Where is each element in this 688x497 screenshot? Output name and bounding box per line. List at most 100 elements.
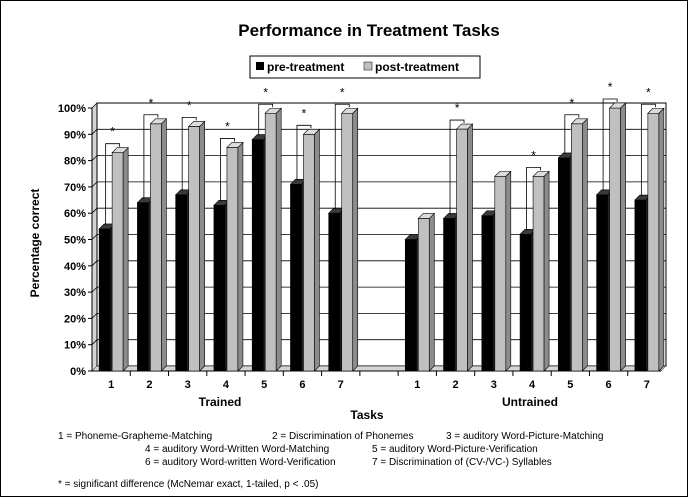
gridline-diagonal (91, 339, 98, 345)
y-tick-label: 10% (64, 340, 86, 352)
bar-post-top (187, 121, 206, 127)
bar-post (264, 112, 277, 372)
gridline-diagonal (91, 234, 98, 240)
bar-post-side (352, 107, 359, 372)
significance-star: * (225, 119, 230, 133)
bar-pre (634, 199, 647, 372)
bar-post (188, 126, 200, 372)
significance-star: * (149, 96, 154, 110)
y-tick-label: 0% (70, 366, 86, 378)
x-tick-label: 5 (567, 379, 573, 391)
bar-post (647, 112, 660, 372)
gridline-diagonal (91, 286, 98, 293)
bar-post (417, 218, 430, 372)
bar-post-top (226, 142, 244, 148)
bar-post-side (275, 107, 282, 372)
x-tick-label: 7 (644, 379, 650, 391)
bar-post-top (302, 129, 321, 135)
bar-post-side (122, 146, 129, 372)
bar-pre (481, 215, 494, 372)
bar-post-top (608, 102, 627, 109)
gridline-diagonal (91, 181, 98, 188)
bar-post (456, 128, 468, 372)
bar-post-side (199, 120, 205, 372)
bar-post (150, 123, 162, 372)
bar-post-top (111, 147, 129, 154)
legend-swatch-pre (256, 62, 264, 70)
significance-bracket (181, 117, 197, 191)
significance-star: * (646, 85, 651, 99)
x-tick-label: 7 (338, 379, 344, 391)
bar-pre (98, 228, 111, 372)
bar-pre (290, 183, 302, 372)
bar-pre (443, 218, 455, 372)
gridline-diagonal (91, 313, 98, 319)
significance-bracket (449, 119, 465, 215)
x-tick-label: 1 (108, 379, 114, 391)
y-tick-label: 60% (64, 208, 86, 220)
footnote: * = significant difference (McNemar exac… (58, 479, 319, 490)
x-tick-label: 3 (185, 379, 191, 391)
chart-title: Performance in Treatment Tasks (238, 21, 499, 40)
bar-pre (213, 205, 226, 372)
significance-bracket (602, 98, 618, 191)
bar-post-top (341, 107, 359, 114)
bar-post (609, 107, 621, 372)
x-tick-label: 3 (491, 379, 497, 391)
y-tick-label: 70% (64, 182, 86, 194)
task-key-6: 6 = auditory Word-written Word-Verificat… (145, 457, 336, 468)
bar-post (571, 123, 583, 372)
significance-star: * (569, 96, 574, 110)
y-tick-label: 80% (64, 156, 86, 168)
significance-star: * (110, 125, 115, 139)
significance-star: * (187, 98, 192, 112)
significance-star: * (608, 80, 613, 94)
y-tick-label: 20% (64, 313, 86, 325)
x-tick-label: 6 (606, 379, 612, 391)
bar-pre (596, 194, 608, 372)
bar-post-side (620, 102, 626, 372)
task-key-3: 3 = auditory Word-Picture-Matching (446, 431, 603, 442)
bar-post-side (428, 212, 435, 372)
y-tick-label: 50% (64, 235, 86, 247)
bar-post-side (314, 128, 320, 372)
y-axis-title: Percentage correct (28, 189, 42, 298)
legend: pre-treatment post-treatment (249, 55, 481, 79)
bar-post (532, 176, 545, 372)
task-key: 1 = Phoneme-Grapheme-Matching 2 = Discri… (58, 431, 603, 490)
x-tick-label: 4 (529, 379, 536, 391)
bar-pre (137, 202, 149, 372)
gridline-diagonal (91, 102, 98, 109)
legend-swatch-post (363, 61, 373, 71)
bar-post-side (467, 123, 473, 372)
legend-label-post: post-treatment (375, 60, 459, 74)
gridline-diagonal (91, 260, 98, 267)
y-tick-label: 40% (64, 261, 86, 273)
significance-star: * (302, 106, 307, 120)
bar-post (341, 112, 354, 372)
bar-post-side (543, 170, 550, 372)
task-key-1: 1 = Phoneme-Grapheme-Matching (58, 431, 212, 442)
significance-bracket (564, 114, 580, 154)
bar-post-top (149, 118, 168, 125)
bar-post (226, 147, 239, 372)
bar-post-top (417, 213, 435, 219)
bar-post-top (532, 171, 550, 177)
bar-post (494, 176, 507, 372)
significance-star: * (263, 85, 268, 99)
significance-bracket (296, 124, 312, 181)
bar-post (111, 152, 124, 372)
task-key-5: 5 = auditory Word-Picture-Verification (372, 444, 538, 455)
bar-post (303, 134, 315, 372)
significance-star: * (531, 148, 536, 162)
bar-pre (558, 157, 570, 372)
bar-pre (519, 233, 532, 372)
task-key-2: 2 = Discrimination of Phonemes (272, 431, 413, 442)
bar-post-side (582, 118, 588, 372)
significance-bracket (220, 138, 235, 202)
x-tick-label: 2 (452, 379, 458, 391)
bar-post-side (505, 170, 512, 372)
y-tick-label: 100% (58, 103, 86, 115)
task-key-7: 7 = Discrimination of (CV-/VC-) Syllable… (372, 457, 552, 468)
